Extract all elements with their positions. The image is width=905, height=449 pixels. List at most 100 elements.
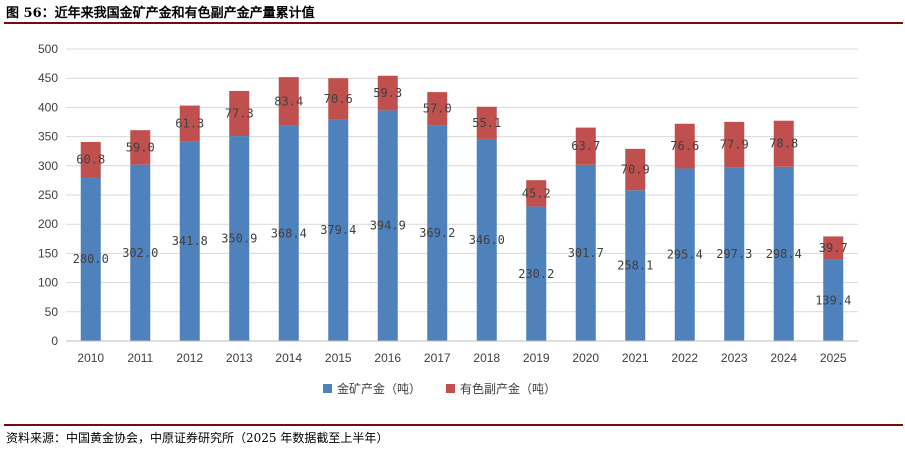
y-tick-label: 300 bbox=[38, 159, 58, 173]
data-label-byproduct: 45.2 bbox=[522, 186, 551, 200]
bar-gold-mine bbox=[724, 167, 745, 341]
data-label-byproduct: 59.0 bbox=[126, 140, 155, 154]
x-tick-label: 2017 bbox=[424, 351, 451, 365]
x-tick-label: 2012 bbox=[176, 351, 203, 365]
bar-gold-mine bbox=[328, 119, 349, 342]
legend-swatch bbox=[323, 384, 332, 393]
data-label-gold-mine: 301.7 bbox=[568, 246, 604, 260]
data-label-gold-mine: 394.9 bbox=[370, 219, 406, 233]
y-tick-label: 400 bbox=[38, 100, 58, 114]
legend-label: 有色副产金（吨） bbox=[460, 381, 556, 396]
bar-gold-mine bbox=[526, 206, 547, 341]
x-tick-label: 2021 bbox=[622, 351, 649, 365]
bar-byproduct bbox=[130, 130, 151, 165]
x-tick-label: 2011 bbox=[127, 351, 153, 365]
bar-byproduct bbox=[674, 123, 695, 169]
data-label-gold-mine: 258.1 bbox=[617, 259, 653, 273]
x-tick-label: 2023 bbox=[721, 351, 748, 365]
y-tick-label: 100 bbox=[38, 276, 58, 290]
data-label-gold-mine: 280.0 bbox=[73, 252, 109, 266]
bar-gold-mine bbox=[427, 125, 448, 341]
y-tick-label: 250 bbox=[38, 188, 58, 202]
bars: 280.0 60.8 302.0 59.0 341.8 61.3 350.9 77.3 368.… bbox=[73, 75, 851, 342]
bar-byproduct bbox=[427, 92, 448, 126]
data-label-byproduct: 83.4 bbox=[274, 95, 303, 109]
y-tick-label: 150 bbox=[38, 246, 58, 260]
y-axis-ticks: 0 50 100 150 200 250 300 350 400 450 500 bbox=[38, 42, 58, 348]
bar-gold-mine bbox=[674, 168, 695, 341]
data-label-byproduct: 76.6 bbox=[670, 139, 699, 153]
bar-gold-mine bbox=[179, 141, 200, 341]
data-label-gold-mine: 350.9 bbox=[221, 232, 257, 246]
data-label-gold-mine: 379.4 bbox=[320, 223, 356, 237]
bar-gold-mine bbox=[377, 110, 398, 341]
data-label-gold-mine: 302.0 bbox=[122, 246, 158, 260]
legend-swatch bbox=[446, 384, 455, 393]
bar-byproduct bbox=[229, 90, 250, 137]
data-label-byproduct: 55.1 bbox=[472, 116, 501, 130]
bar-byproduct bbox=[724, 121, 745, 168]
x-tick-label: 2010 bbox=[77, 351, 104, 365]
data-label-byproduct: 77.9 bbox=[720, 138, 749, 152]
data-label-byproduct: 70.6 bbox=[324, 92, 353, 106]
bar-byproduct bbox=[625, 148, 646, 191]
bar-gold-mine bbox=[229, 136, 250, 341]
data-label-gold-mine: 369.2 bbox=[419, 226, 455, 240]
x-tick-label: 2013 bbox=[226, 351, 253, 365]
x-tick-label: 2024 bbox=[770, 351, 797, 365]
data-label-gold-mine: 139.4 bbox=[815, 293, 851, 307]
bar-byproduct bbox=[773, 120, 794, 167]
y-tick-label: 450 bbox=[38, 71, 58, 85]
figure-title: 图 56：近年来我国金矿产金和有色副产金产量累计值 bbox=[6, 6, 315, 21]
data-label-gold-mine: 298.4 bbox=[766, 247, 802, 261]
x-axis-ticks: 2010 2011 2012 2013 2014 2015 2016 2017 2018 2019… bbox=[77, 351, 847, 365]
bar-byproduct bbox=[377, 75, 398, 111]
bar-byproduct bbox=[526, 180, 547, 207]
legend: 金矿产金（吨） 有色副产金（吨） bbox=[323, 381, 556, 396]
data-label-gold-mine: 368.4 bbox=[271, 226, 307, 240]
bar-gold-mine bbox=[575, 164, 596, 341]
data-label-gold-mine: 297.3 bbox=[716, 247, 752, 261]
data-label-byproduct: 70.9 bbox=[621, 163, 650, 177]
data-label-gold-mine: 346.0 bbox=[469, 233, 505, 247]
bar-byproduct bbox=[328, 78, 349, 120]
data-label-gold-mine: 230.2 bbox=[518, 267, 554, 281]
x-tick-label: 2018 bbox=[473, 351, 500, 365]
bar-byproduct bbox=[575, 127, 596, 165]
bar-byproduct bbox=[179, 105, 200, 142]
bar-byproduct bbox=[278, 77, 299, 126]
data-label-gold-mine: 341.8 bbox=[172, 234, 208, 248]
x-tick-label: 2015 bbox=[325, 351, 352, 365]
bar-gold-mine bbox=[80, 177, 101, 341]
data-label-byproduct: 61.3 bbox=[175, 116, 204, 130]
bar-gold-mine bbox=[823, 259, 844, 341]
data-label-byproduct: 63.7 bbox=[571, 139, 600, 153]
data-label-byproduct: 60.8 bbox=[76, 153, 105, 167]
legend-label: 金矿产金（吨） bbox=[337, 381, 421, 396]
x-tick-label: 2016 bbox=[374, 351, 401, 365]
x-tick-label: 2025 bbox=[820, 351, 847, 365]
bar-gold-mine bbox=[625, 190, 646, 341]
bar-gold-mine bbox=[773, 166, 794, 341]
bar-gold-mine bbox=[476, 138, 497, 341]
source-note: 资料来源：中国黄金协会，中原证券研究所（2025 年数据截至上半年） bbox=[6, 431, 389, 445]
x-tick-label: 2014 bbox=[275, 351, 302, 365]
x-tick-label: 2022 bbox=[671, 351, 698, 365]
data-label-byproduct: 59.3 bbox=[373, 86, 402, 100]
bar-byproduct bbox=[823, 236, 844, 260]
data-label-byproduct: 77.3 bbox=[225, 107, 254, 121]
stacked-bar-chart: 0 50 100 150 200 250 300 350 400 450 500 280.0 60.8… bbox=[38, 42, 858, 396]
bar-byproduct bbox=[476, 106, 497, 139]
y-tick-label: 350 bbox=[38, 130, 58, 144]
data-label-byproduct: 78.8 bbox=[769, 137, 798, 151]
bar-gold-mine bbox=[278, 125, 299, 341]
bar-byproduct bbox=[80, 141, 101, 178]
y-tick-label: 500 bbox=[38, 42, 58, 56]
x-tick-label: 2020 bbox=[572, 351, 599, 365]
data-label-byproduct: 39.7 bbox=[819, 241, 848, 255]
x-tick-label: 2019 bbox=[523, 351, 550, 365]
data-label-byproduct: 57.0 bbox=[423, 102, 452, 116]
source-rule bbox=[4, 424, 903, 426]
y-tick-label: 50 bbox=[45, 305, 59, 319]
bar-gold-mine bbox=[130, 164, 151, 341]
